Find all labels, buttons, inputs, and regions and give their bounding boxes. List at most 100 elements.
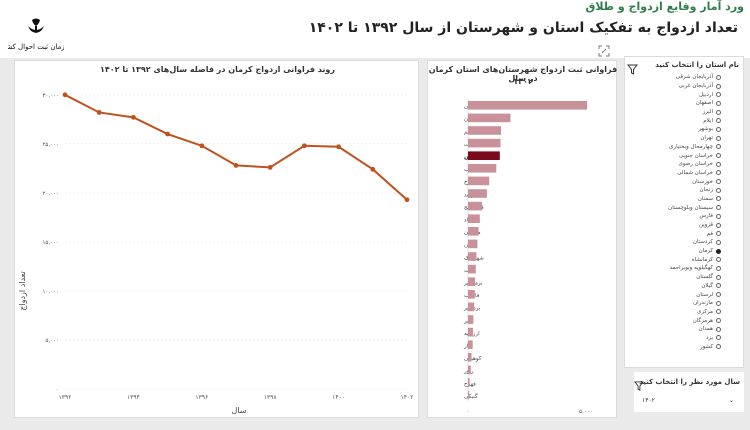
data-point [302,143,307,149]
province-option-label: زنجان [699,187,713,194]
province-option[interactable]: فارس [629,212,721,221]
province-option[interactable]: کشور [629,342,721,351]
filter-funnel-icon[interactable] [626,60,639,75]
province-option[interactable]: خراسان رضوی [629,160,721,169]
radio-button[interactable] [716,126,721,132]
province-option[interactable]: اصفهان [629,99,721,108]
radio-button[interactable] [716,318,721,324]
bar [468,277,476,286]
province-option[interactable]: قم [629,229,721,238]
province-option[interactable]: یزد [629,334,721,343]
radio-button[interactable] [716,74,721,80]
province-option[interactable]: البرز [629,108,721,117]
radio-button[interactable] [716,239,721,245]
province-option[interactable]: همدان [629,325,721,334]
radio-button[interactable] [716,179,721,185]
bar [468,214,480,223]
bar-x-tick-label: ۵,۰۰۰ [579,409,593,415]
y-tick-label: ۱۰,۰۰۰ [42,289,59,295]
radio-button[interactable] [716,92,721,98]
year-dropdown[interactable]: ۱۴۰۲ ⌄ [640,396,736,408]
data-point [165,131,171,137]
radio-button[interactable] [716,118,721,124]
province-option[interactable]: لرستان [629,290,721,299]
filter-funnel-icon[interactable] [633,376,645,391]
province-option-label: کرمان [698,248,713,255]
province-option[interactable]: خراسان جنوبی [629,151,721,160]
province-option[interactable]: بوشهر [629,125,721,134]
province-option[interactable]: هرمزگان [629,316,721,325]
y-tick-label: ۰ [56,387,59,393]
data-point [62,92,68,98]
bar [468,378,470,387]
radio-button[interactable] [716,335,721,341]
bar [468,151,500,160]
radio-button[interactable] [716,144,721,150]
radio-button[interactable] [716,231,721,237]
province-option[interactable]: سیستان وبلوچستان [629,203,721,212]
bar [468,113,511,123]
x-tick-label: ۱۴۰۲ [401,394,414,401]
radio-button[interactable] [716,153,721,159]
province-option-label: فارس [699,213,713,220]
radio-button[interactable] [716,300,721,306]
province-option-label: مرکزی [697,308,713,315]
province-option-label: سمنان [697,195,713,202]
province-option-label: مازندران [693,300,713,307]
radio-button[interactable] [716,187,721,193]
report-name: ورد آمار وقایع ازدواج و طلاق [585,0,745,13]
province-option-label: کرمانشاه [691,256,713,263]
radio-button[interactable] [716,213,721,219]
radio-button[interactable] [716,344,721,350]
province-option[interactable]: کردستان [629,238,721,247]
radio-button[interactable] [716,326,721,332]
series-line [64,93,408,201]
radio-button[interactable] [716,196,721,202]
province-option[interactable]: تهران [629,134,721,143]
radio-button[interactable] [716,283,721,289]
line-gridlines [65,94,407,390]
province-option[interactable]: اردبیل [629,90,721,99]
radio-button[interactable] [716,248,721,254]
bar-chart-title: فراوانی ثبت ازدواج شهرستان‌های استان کرم… [428,65,618,83]
radio-button[interactable] [716,265,721,271]
bar [468,353,472,362]
radio-button[interactable] [716,83,721,89]
focus-mode-icon[interactable] [598,42,610,57]
province-option[interactable]: خراسان شمالی [629,169,721,178]
radio-button[interactable] [716,109,721,115]
bar [468,264,476,274]
province-option[interactable]: آذربایجان غربی [629,82,721,91]
province-option-label: قزوین [698,222,713,229]
radio-button[interactable] [716,257,721,263]
province-option[interactable]: خوزستان [629,177,721,186]
province-option[interactable]: آذربایجان شرقی [629,73,721,82]
radio-button[interactable] [716,274,721,280]
bar [468,227,479,236]
province-option[interactable]: کهگیلویه وبویراحمد [629,264,721,273]
province-option[interactable]: ایلام [629,116,721,125]
province-option[interactable]: کرمان [629,247,721,256]
province-option[interactable]: گلستان [629,273,721,282]
radio-button[interactable] [716,100,721,106]
province-option-label: چهارمحال وبختیاری [669,143,713,150]
radio-button[interactable] [716,170,721,176]
province-option[interactable]: گیلان [629,282,721,291]
province-option[interactable]: مرکزی [629,308,721,317]
radio-button[interactable] [716,205,721,211]
province-option[interactable]: کرمانشاه [629,255,721,264]
bar [468,302,475,312]
province-option[interactable]: مازندران [629,299,721,308]
radio-button[interactable] [716,309,721,315]
province-option[interactable]: زنجان [629,186,721,195]
province-option[interactable]: قزوین [629,221,721,230]
province-option-label: اردبیل [699,91,713,98]
y-tick-label: ۳۰,۰۰۰ [42,93,59,99]
radio-button[interactable] [716,161,721,167]
province-option[interactable]: چهارمحال وبختیاری [629,143,721,152]
province-option-label: خراسان رضوی [678,161,713,168]
radio-button[interactable] [716,135,721,141]
province-option[interactable]: سمنان [629,195,721,204]
radio-button[interactable] [716,222,721,228]
radio-button[interactable] [716,292,721,298]
